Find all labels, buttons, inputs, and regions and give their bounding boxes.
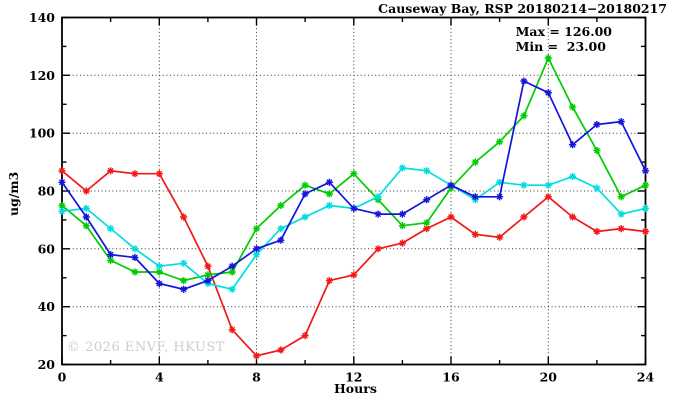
x-tick-label: 0 (58, 370, 67, 385)
y-axis-label: ug/m3 (6, 171, 21, 216)
x-tick-label: 8 (252, 370, 261, 385)
y-tick-label: 20 (38, 357, 56, 372)
y-tick-label: 60 (38, 241, 56, 256)
y-tick-label: 140 (29, 10, 55, 25)
y-tick-label: 120 (29, 68, 55, 83)
x-tick-label: 20 (540, 370, 558, 385)
red-series-markers (58, 167, 650, 360)
cyan-series-line (61, 167, 646, 291)
x-tick-label: 12 (345, 370, 362, 385)
max-min-annotation: Max = 126.00 Min = 23.00 (516, 24, 612, 54)
blue-series-markers (58, 77, 650, 293)
y-tick-label: 40 (38, 299, 56, 314)
plot-frame (61, 16, 647, 366)
x-tick-label: 4 (155, 370, 164, 385)
blue-series-line (61, 80, 647, 291)
x-tick-label: 16 (442, 370, 460, 385)
y-tick-label: 80 (38, 184, 56, 199)
x-axis-label: Hours (334, 381, 377, 396)
chart-title: Causeway Bay, RSP 20180214−20180217 (378, 1, 667, 16)
watermark: © 2026 ENVF, HKUST (67, 340, 225, 355)
max-value-label: Max = 126.00 (515, 24, 612, 39)
y-tick-label: 100 (29, 126, 55, 141)
min-value-label: Min = 23.00 (515, 39, 606, 54)
x-tick-label: 24 (637, 370, 655, 385)
